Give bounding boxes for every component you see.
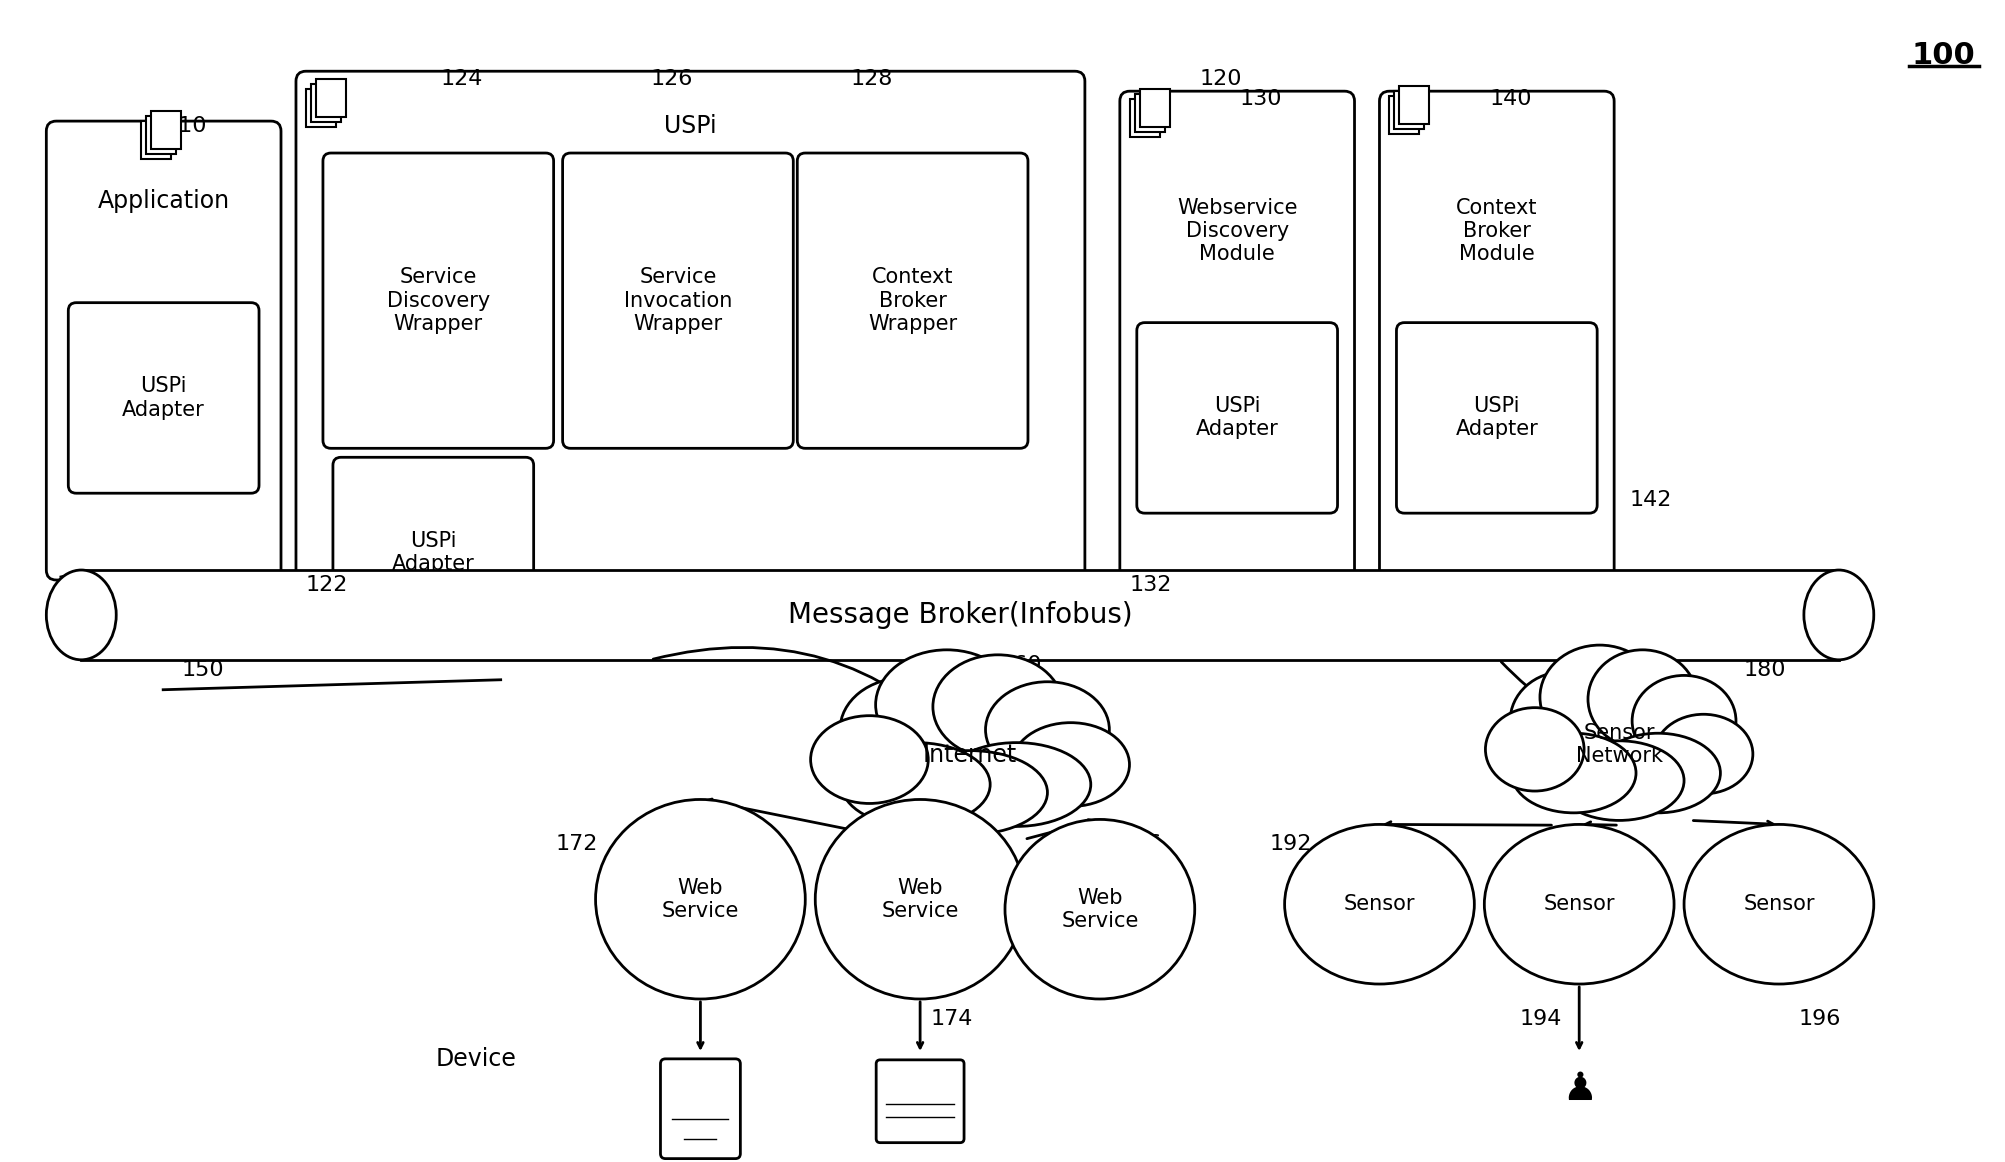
Ellipse shape bbox=[840, 677, 970, 782]
Bar bbox=[1393, 91, 1424, 129]
Text: 196: 196 bbox=[1798, 1009, 1841, 1030]
Text: 126: 126 bbox=[650, 70, 694, 89]
Ellipse shape bbox=[1005, 819, 1195, 999]
Text: Web
Service: Web Service bbox=[882, 877, 958, 920]
Text: Sensor: Sensor bbox=[1544, 895, 1614, 914]
Text: 130: 130 bbox=[1239, 89, 1281, 109]
Text: 132: 132 bbox=[1131, 575, 1173, 595]
Text: 112: 112 bbox=[56, 575, 98, 595]
Ellipse shape bbox=[1285, 824, 1474, 984]
Text: 110: 110 bbox=[164, 116, 207, 136]
Text: 176: 176 bbox=[1121, 834, 1163, 854]
Ellipse shape bbox=[1804, 571, 1875, 660]
FancyBboxPatch shape bbox=[68, 302, 259, 493]
Text: USPi
Adapter: USPi Adapter bbox=[1195, 396, 1279, 439]
Bar bbox=[82, 571, 1839, 660]
Text: Web
Service: Web Service bbox=[1061, 888, 1139, 931]
Text: Internet: Internet bbox=[922, 743, 1017, 767]
FancyBboxPatch shape bbox=[1137, 323, 1337, 514]
FancyBboxPatch shape bbox=[1121, 91, 1355, 580]
Ellipse shape bbox=[842, 743, 990, 826]
Bar bbox=[1131, 99, 1159, 137]
Text: 140: 140 bbox=[1490, 89, 1532, 109]
Text: Service
Discovery
Wrapper: Service Discovery Wrapper bbox=[387, 267, 489, 333]
Bar bbox=[150, 112, 180, 149]
Ellipse shape bbox=[1654, 715, 1752, 794]
FancyBboxPatch shape bbox=[563, 153, 794, 449]
Text: 100: 100 bbox=[1913, 42, 1975, 70]
Ellipse shape bbox=[986, 682, 1109, 777]
Ellipse shape bbox=[1484, 824, 1674, 984]
Bar bbox=[307, 89, 337, 127]
Ellipse shape bbox=[932, 655, 1063, 759]
FancyBboxPatch shape bbox=[323, 153, 553, 449]
Ellipse shape bbox=[1596, 733, 1720, 813]
Text: 172: 172 bbox=[555, 834, 597, 854]
Text: Application: Application bbox=[98, 189, 231, 213]
Ellipse shape bbox=[1554, 741, 1684, 820]
FancyBboxPatch shape bbox=[297, 71, 1085, 580]
FancyBboxPatch shape bbox=[798, 153, 1029, 449]
Bar bbox=[317, 79, 347, 117]
Ellipse shape bbox=[46, 571, 116, 660]
Ellipse shape bbox=[1684, 824, 1875, 984]
Bar bbox=[311, 84, 341, 122]
Ellipse shape bbox=[595, 799, 806, 999]
Ellipse shape bbox=[1540, 645, 1660, 749]
Text: 194: 194 bbox=[1520, 1009, 1562, 1030]
Text: 160: 160 bbox=[1000, 655, 1043, 675]
Text: Message Broker(Infobus): Message Broker(Infobus) bbox=[788, 601, 1133, 629]
Text: 192: 192 bbox=[1269, 834, 1311, 854]
Text: Context
Broker
Wrapper: Context Broker Wrapper bbox=[868, 267, 956, 333]
Text: Sensor: Sensor bbox=[1742, 895, 1815, 914]
Text: 150: 150 bbox=[180, 660, 225, 680]
Ellipse shape bbox=[1486, 708, 1584, 791]
Text: USPi
Adapter: USPi Adapter bbox=[391, 531, 475, 574]
Text: USPi
Adapter: USPi Adapter bbox=[122, 376, 205, 419]
FancyBboxPatch shape bbox=[333, 458, 533, 648]
Text: 174: 174 bbox=[930, 1009, 972, 1030]
Ellipse shape bbox=[1013, 723, 1129, 806]
Text: Web
Service: Web Service bbox=[662, 877, 740, 920]
Ellipse shape bbox=[1588, 650, 1696, 748]
Ellipse shape bbox=[892, 751, 1047, 834]
FancyBboxPatch shape bbox=[876, 1060, 964, 1142]
Text: Sensor
Network: Sensor Network bbox=[1576, 723, 1662, 766]
FancyBboxPatch shape bbox=[46, 121, 281, 580]
Text: Service
Invocation
Wrapper: Service Invocation Wrapper bbox=[624, 267, 732, 333]
Text: ♟: ♟ bbox=[1562, 1070, 1596, 1107]
Ellipse shape bbox=[876, 650, 1019, 760]
Bar bbox=[1135, 94, 1165, 132]
FancyBboxPatch shape bbox=[1395, 323, 1598, 514]
Ellipse shape bbox=[816, 799, 1025, 999]
Text: 180: 180 bbox=[1744, 660, 1786, 680]
Bar bbox=[146, 116, 176, 155]
Ellipse shape bbox=[1510, 672, 1620, 770]
Text: 128: 128 bbox=[850, 70, 892, 89]
FancyBboxPatch shape bbox=[1379, 91, 1614, 580]
Text: 124: 124 bbox=[441, 70, 483, 89]
Text: Device: Device bbox=[435, 1047, 515, 1071]
Ellipse shape bbox=[1632, 675, 1736, 767]
FancyBboxPatch shape bbox=[660, 1059, 740, 1159]
Text: USPi: USPi bbox=[664, 114, 716, 138]
Bar bbox=[1139, 89, 1169, 127]
Ellipse shape bbox=[942, 743, 1091, 826]
Text: 122: 122 bbox=[307, 575, 349, 595]
Ellipse shape bbox=[1512, 733, 1636, 813]
Bar bbox=[140, 121, 170, 159]
Text: Webservice
Discovery
Module: Webservice Discovery Module bbox=[1177, 198, 1297, 264]
Text: USPi
Adapter: USPi Adapter bbox=[1456, 396, 1538, 439]
Text: 142: 142 bbox=[1630, 490, 1672, 510]
Text: 120: 120 bbox=[1199, 70, 1243, 89]
Text: Context
Broker
Module: Context Broker Module bbox=[1456, 198, 1538, 264]
Ellipse shape bbox=[810, 716, 928, 803]
Text: Sensor: Sensor bbox=[1343, 895, 1416, 914]
Bar bbox=[1389, 96, 1420, 134]
Bar bbox=[1399, 86, 1430, 124]
